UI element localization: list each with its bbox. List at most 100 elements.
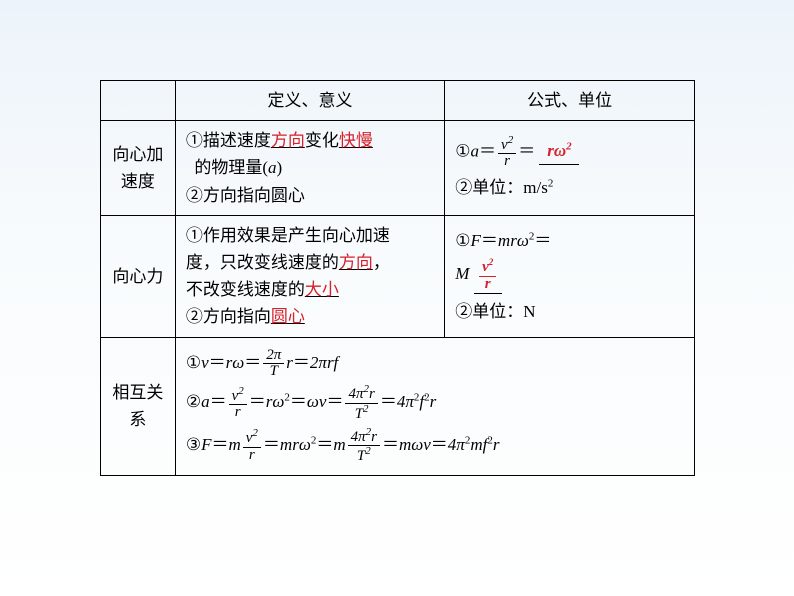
n: 4π bbox=[348, 386, 363, 402]
w: ω bbox=[272, 392, 284, 411]
var-a: a bbox=[268, 158, 277, 177]
fill-direction: 方向 bbox=[271, 131, 305, 150]
s: 2 bbox=[238, 385, 244, 397]
row-centripetal-force: 向心力 ①作用效果是产生向心加速 度，只改变线速度的方向， 不改变线速度的大小 … bbox=[101, 215, 695, 337]
eq-force-1: ①F＝mrω2＝ bbox=[455, 227, 684, 254]
s: 2 bbox=[548, 177, 554, 189]
m: m bbox=[228, 435, 240, 454]
m: m bbox=[333, 435, 345, 454]
eq: ＝ bbox=[263, 435, 280, 454]
s: 2 bbox=[365, 445, 371, 457]
n: 2π bbox=[263, 348, 284, 365]
s: 2 bbox=[508, 134, 514, 146]
d: T bbox=[355, 406, 363, 422]
t: ) bbox=[277, 158, 283, 177]
t: ①描述速度 bbox=[186, 131, 271, 150]
t: ① bbox=[455, 231, 470, 250]
r: r bbox=[493, 435, 500, 454]
header-definition: 定义、意义 bbox=[175, 81, 444, 121]
frac: v2r bbox=[229, 386, 247, 422]
t: 2π bbox=[310, 353, 327, 372]
fill-speed: 快慢 bbox=[339, 131, 373, 150]
eq: ＝ bbox=[481, 231, 498, 250]
mrw: mrω bbox=[280, 435, 311, 454]
d: T bbox=[357, 448, 365, 464]
frac-v2r: v2 r bbox=[498, 135, 516, 171]
frac: 4π2rT2 bbox=[348, 427, 380, 466]
t: ②单位：m/s bbox=[455, 178, 548, 197]
unit-force: ②单位：N bbox=[455, 298, 684, 325]
rf: rf bbox=[327, 353, 338, 372]
answer-blank: rω2 bbox=[539, 137, 579, 165]
eq: ＝ bbox=[431, 435, 448, 454]
F: F bbox=[471, 231, 481, 250]
r: r bbox=[371, 429, 377, 445]
t: ②方向指向 bbox=[186, 307, 271, 326]
eq: ＝ bbox=[534, 231, 551, 250]
eq: ＝ bbox=[210, 392, 227, 411]
d: r bbox=[243, 448, 261, 464]
rowhead-relations: 相互关系 bbox=[101, 337, 176, 476]
F: F bbox=[201, 435, 211, 454]
t: rω bbox=[547, 141, 566, 160]
answer-blank: v2r bbox=[474, 258, 502, 294]
var-a: a bbox=[471, 141, 480, 160]
fill-center: 圆心 bbox=[271, 307, 305, 326]
s: 2 bbox=[489, 257, 494, 267]
w: ω bbox=[517, 231, 529, 250]
eq: ＝ bbox=[244, 353, 261, 372]
frac-v2r-red: v2r bbox=[479, 258, 496, 293]
eq: ＝ bbox=[290, 392, 307, 411]
eq: ＝ bbox=[380, 392, 397, 411]
t: 不改变线速度的 bbox=[186, 280, 305, 299]
d: r bbox=[229, 405, 247, 421]
r: r bbox=[510, 231, 517, 250]
s: 2 bbox=[363, 403, 369, 415]
n: ③ bbox=[186, 435, 201, 454]
s: 2 bbox=[252, 427, 258, 439]
eq: ＝ bbox=[249, 392, 266, 411]
d: r bbox=[479, 277, 496, 293]
answer-rw2: rω2 bbox=[547, 141, 571, 160]
mwv: mωv bbox=[399, 435, 431, 454]
s: 2 bbox=[566, 141, 572, 153]
unit-accel: ②单位：m/s2 bbox=[455, 174, 684, 201]
eq: ＝ bbox=[518, 141, 535, 160]
rowhead-force: 向心力 bbox=[101, 215, 176, 337]
eq: ＝ bbox=[326, 392, 343, 411]
eq-accel: ①a＝v2r＝ rω2 bbox=[455, 135, 684, 171]
row-relations: 相互关系 ①v＝rω＝2πTr＝2πrf ②a＝v2r＝rω2＝ωv＝4π2rT… bbox=[101, 337, 695, 476]
d: r bbox=[498, 154, 516, 170]
t: 的物理量( bbox=[194, 158, 268, 177]
form-force: ①F＝mrω2＝ M v2r ②单位：N bbox=[445, 215, 695, 337]
t: ②方向指向圆心 bbox=[186, 186, 305, 205]
eq: ＝ bbox=[209, 353, 226, 372]
t: ① bbox=[455, 141, 470, 160]
header-blank bbox=[101, 81, 176, 121]
frac: v2r bbox=[243, 428, 261, 464]
t: 4π bbox=[397, 392, 414, 411]
table-header-row: 定义、意义 公式、单位 bbox=[101, 81, 695, 121]
def-accel: ①描述速度方向变化快慢 的物理量(a) ②方向指向圆心 bbox=[175, 121, 444, 216]
def-force: ①作用效果是产生向心加速 度，只改变线速度的方向， 不改变线速度的大小 ②方向指… bbox=[175, 215, 444, 337]
frac: 4π2rT2 bbox=[345, 384, 377, 423]
t: ， bbox=[373, 253, 390, 272]
n: v bbox=[501, 137, 508, 153]
r: r bbox=[286, 353, 293, 372]
eq: ＝ bbox=[382, 435, 399, 454]
m: m bbox=[498, 231, 510, 250]
eq: ＝ bbox=[211, 435, 228, 454]
n: 4π bbox=[351, 429, 366, 445]
form-accel: ①a＝v2r＝ rω2 ②单位：m/s2 bbox=[445, 121, 695, 216]
header-formula: 公式、单位 bbox=[445, 81, 695, 121]
t: 变化 bbox=[305, 131, 339, 150]
r: r bbox=[369, 386, 375, 402]
relations-cell: ①v＝rω＝2πTr＝2πrf ②a＝v2r＝rω2＝ωv＝4π2rT2＝4π2… bbox=[175, 337, 694, 476]
fill-magnitude: 大小 bbox=[305, 280, 339, 299]
n: ① bbox=[186, 353, 201, 372]
eq-force-2: M v2r bbox=[455, 258, 684, 294]
rowhead-accel: 向心加速度 bbox=[101, 121, 176, 216]
t: 度，只改变线速度的 bbox=[186, 253, 339, 272]
physics-table-container: 定义、意义 公式、单位 向心加速度 ①描述速度方向变化快慢 的物理量(a) ②方… bbox=[100, 80, 695, 476]
eq: ＝ bbox=[316, 435, 333, 454]
